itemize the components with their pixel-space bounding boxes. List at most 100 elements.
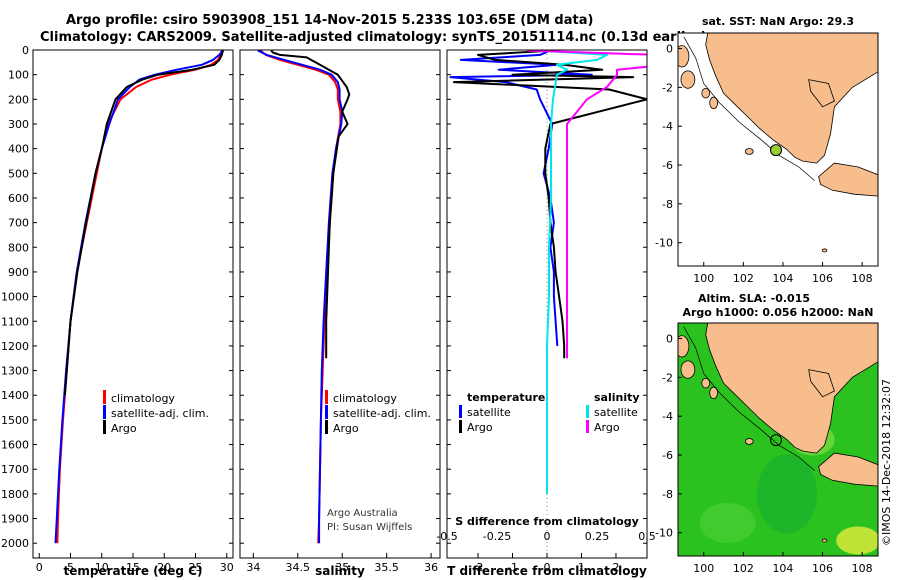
map-y-tick-label: -10 (655, 527, 673, 540)
sumatra-landmass (705, 33, 878, 164)
x-tick-label: 5 (67, 561, 74, 574)
figure-title-line2: Climatology: CARS2009. Satellite-adjuste… (40, 30, 707, 45)
map-x-tick-label: 102 (733, 562, 754, 575)
salinity-panel: 34 34.5 35 35.5 36 climatology satellite-adj… (239, 49, 441, 578)
map-y-tick-label: -10 (655, 237, 673, 250)
island (680, 70, 696, 89)
y-tick-label: 1500 (1, 414, 29, 427)
legend-s-satellite-label: satellite (594, 406, 638, 419)
map-y-tick-label: -4 (662, 120, 673, 133)
sla-map-panel: Altim. SLA: -0.015 Argo h1000: 0.056 h20… (655, 292, 879, 575)
y-tick-label: 700 (8, 217, 29, 230)
y-tick-label: 400 (8, 143, 29, 156)
x-tick-label: 35.5 (374, 561, 399, 574)
series-t-satellite (449, 50, 593, 346)
y-tick-label: 1600 (1, 439, 29, 452)
island (821, 248, 828, 253)
series-s-argo (526, 50, 647, 359)
java-landmass (818, 162, 878, 197)
legend-t-satellite-swatch (459, 405, 462, 418)
salinity-x-axis: 34 34.5 35 35.5 36 (246, 553, 438, 574)
difference-x-axis: -2 -1 0 1 2 (473, 553, 619, 574)
salinity-legend: climatology satellite-adj. clim. Argo (325, 390, 431, 435)
salinity-lines (257, 50, 351, 544)
map-y-tick-label: 0 (666, 333, 673, 346)
bangka-island (808, 369, 835, 398)
y-tick-label: 600 (8, 192, 29, 205)
java-landmass (818, 452, 878, 487)
map-x-tick-label: 102 (733, 272, 754, 285)
map-y-tick-label: -6 (662, 159, 673, 172)
series-satellite-adj-clim- (257, 50, 344, 544)
y-tick-label: 100 (8, 69, 29, 82)
legend-argo-swatch (325, 420, 328, 434)
legend-climatology-label: climatology (333, 392, 397, 405)
x-tick-label: 15 (126, 561, 140, 574)
map-y-tick-label: -4 (662, 410, 673, 423)
map-x-tick-label: 104 (772, 272, 793, 285)
sla-map-subtitle: Argo h1000: 0.056 h2000: NaN (682, 306, 873, 319)
map-x-tick-label: 100 (693, 272, 714, 285)
y-tick-label: 800 (8, 241, 29, 254)
sst-map-title: sat. SST: NaN Argo: 29.3 (702, 15, 854, 28)
temperature-xlabel: temperature (deg C) (64, 564, 203, 578)
x-tick-label: 35 (335, 561, 349, 574)
sla-patch (699, 502, 756, 543)
salinity-xlabel: salinity (315, 564, 365, 578)
island (680, 360, 696, 379)
island (709, 96, 719, 110)
x-tick-label: 30 (220, 561, 234, 574)
sst-map-axes: 100 102 104 106 108 0 -2 -4 -6 -8 -10 (655, 43, 873, 285)
island (678, 45, 690, 68)
y-tick-label: 900 (8, 266, 29, 279)
difference-xlabel: T difference from climatology (447, 564, 647, 578)
series-satellite-adj-clim- (54, 50, 224, 544)
map-x-tick-label: 104 (772, 562, 793, 575)
y-tick-label: 1400 (1, 389, 29, 402)
figure-title-line1: Argo profile: csiro 5903908_151 14-Nov-2… (66, 13, 594, 28)
x-tick-label: 0 (36, 561, 43, 574)
legend-argo-label: Argo (333, 422, 359, 435)
sla-map-frame (677, 322, 879, 557)
legend-climatology-swatch (103, 390, 106, 404)
island (678, 335, 690, 358)
map-y-tick-label: -2 (662, 81, 673, 94)
secondary-tick-label: -0.25 (483, 530, 511, 543)
island (701, 87, 711, 99)
island (744, 438, 754, 445)
difference-panel: -2 -1 0 1 2 temperature satellite Argo salin… (436, 49, 656, 578)
secondary-tick-label: -0.5 (436, 530, 457, 543)
legend-t-argo-swatch (459, 420, 462, 433)
legend-temperature-title: temperature (467, 391, 545, 404)
y-tick-label: 2000 (1, 537, 29, 550)
x-tick-label: 0 (544, 561, 551, 574)
float-marker (770, 434, 783, 447)
salinity-frame (239, 49, 441, 559)
legend-argo-swatch (103, 420, 106, 434)
series-climatology (56, 50, 223, 544)
legend-t-satellite-label: satellite (467, 406, 511, 419)
sla-map-title: Altim. SLA: -0.015 (698, 292, 810, 305)
sst-map-content (678, 33, 878, 253)
difference-lines (449, 50, 647, 494)
x-tick-label: 2 (612, 561, 619, 574)
y-tick-label: 500 (8, 167, 29, 180)
y-tick-label: 1800 (1, 488, 29, 501)
temperature-panel: 0100200300400500600700800900100011001200… (1, 44, 647, 578)
island (701, 377, 711, 389)
difference-plot-area (449, 50, 647, 494)
secondary-tick-label: 0 (544, 530, 551, 543)
sla-high-patch (836, 526, 878, 555)
x-tick-label: 10 (95, 561, 109, 574)
sst-map-panel: sat. SST: NaN Argo: 29.3 100 102 104 106 108… (655, 15, 879, 285)
difference-top-xlabel: S difference from climatology (455, 515, 639, 528)
legend-satellite-label: satellite-adj. clim. (333, 407, 431, 420)
bathymetry-contour (683, 36, 815, 181)
map-y-tick-label: -6 (662, 449, 673, 462)
legend-s-argo-label: Argo (594, 421, 620, 434)
temperature-legend: climatology satellite-adj. clim. Argo (103, 390, 209, 435)
map-x-tick-label: 108 (852, 562, 873, 575)
y-tick-label: 1300 (1, 365, 29, 378)
temperature-plot-area (54, 50, 224, 544)
